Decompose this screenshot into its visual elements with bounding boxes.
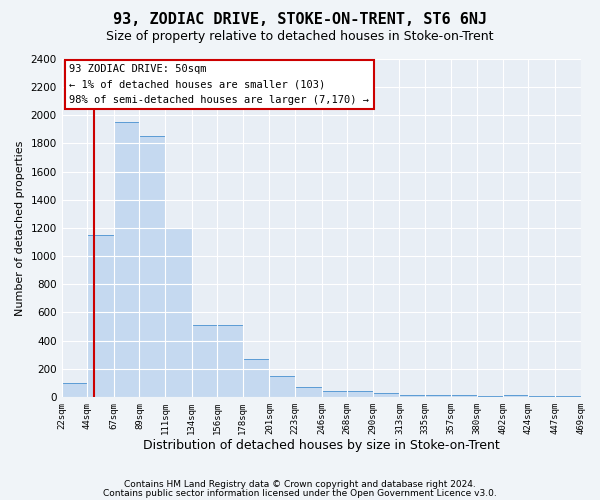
Bar — [165, 228, 191, 397]
Bar — [373, 392, 400, 397]
Bar — [114, 122, 139, 397]
Text: 93, ZODIAC DRIVE, STOKE-ON-TRENT, ST6 6NJ: 93, ZODIAC DRIVE, STOKE-ON-TRENT, ST6 6N… — [113, 12, 487, 28]
Bar — [528, 396, 555, 397]
Bar — [243, 359, 269, 397]
Bar — [503, 394, 528, 397]
Bar — [87, 235, 114, 397]
Bar — [555, 396, 581, 397]
Bar — [269, 376, 295, 397]
Bar — [451, 396, 477, 397]
Bar — [191, 325, 217, 397]
Text: 93 ZODIAC DRIVE: 50sqm
← 1% of detached houses are smaller (103)
98% of semi-det: 93 ZODIAC DRIVE: 50sqm ← 1% of detached … — [70, 64, 370, 106]
Bar — [217, 325, 243, 397]
Bar — [347, 391, 373, 397]
X-axis label: Distribution of detached houses by size in Stoke-on-Trent: Distribution of detached houses by size … — [143, 440, 499, 452]
Bar — [322, 391, 347, 397]
Bar — [425, 396, 451, 397]
Y-axis label: Number of detached properties: Number of detached properties — [15, 140, 25, 316]
Text: Size of property relative to detached houses in Stoke-on-Trent: Size of property relative to detached ho… — [106, 30, 494, 43]
Text: Contains public sector information licensed under the Open Government Licence v3: Contains public sector information licen… — [103, 489, 497, 498]
Bar — [295, 387, 322, 397]
Bar — [477, 396, 503, 397]
Text: Contains HM Land Registry data © Crown copyright and database right 2024.: Contains HM Land Registry data © Crown c… — [124, 480, 476, 489]
Bar — [400, 394, 425, 397]
Bar — [139, 136, 165, 397]
Bar — [62, 383, 87, 397]
